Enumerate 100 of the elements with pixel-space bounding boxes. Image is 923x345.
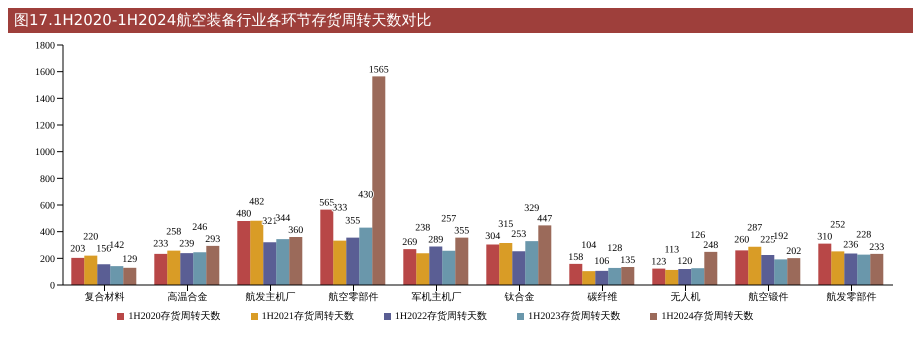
x-tick-label: 航空零部件	[328, 291, 378, 304]
data-label: 123	[651, 256, 666, 268]
legend-label: 1H2024存货周转天数	[661, 311, 754, 322]
data-label: 129	[122, 254, 138, 266]
bar	[499, 243, 512, 285]
data-label: 289	[428, 234, 444, 246]
bar	[276, 239, 290, 285]
data-label: 239	[179, 238, 194, 250]
y-tick-label: 1600	[35, 67, 55, 78]
data-label: 355	[454, 226, 470, 237]
bar	[512, 251, 526, 285]
bar	[678, 269, 692, 285]
data-label: 106	[594, 256, 610, 267]
data-label: 287	[747, 222, 762, 234]
bar	[442, 250, 456, 285]
bar	[652, 268, 666, 285]
bar	[818, 244, 832, 285]
data-label: 360	[288, 225, 304, 236]
bar	[787, 258, 800, 285]
data-label: 236	[843, 239, 858, 250]
bar	[84, 256, 98, 285]
data-label: 257	[441, 214, 456, 225]
y-tick-label: 0	[50, 280, 55, 292]
data-label: 203	[70, 244, 86, 255]
bar	[569, 264, 582, 285]
data-label: 269	[402, 237, 418, 248]
legend-label: 1H2022存货周转天数	[394, 311, 488, 322]
data-label: 233	[869, 242, 884, 253]
legend-label: 1H2021存货周转天数	[262, 311, 354, 322]
data-label: 158	[568, 252, 584, 263]
bar	[525, 241, 538, 285]
bar	[735, 250, 748, 285]
bar	[97, 264, 110, 285]
data-label: 329	[524, 203, 540, 214]
y-tick-label: 600	[40, 200, 55, 212]
data-label: 233	[153, 238, 168, 250]
bar	[761, 255, 774, 285]
y-tick-label: 800	[40, 174, 55, 185]
bar	[193, 252, 206, 285]
bar	[665, 270, 678, 285]
y-tick-label: 1400	[35, 94, 55, 105]
bar	[748, 246, 762, 285]
bar	[403, 249, 416, 285]
y-tick-label: 1800	[35, 40, 55, 52]
bar	[857, 254, 870, 285]
bar	[206, 246, 220, 285]
legend-label: 1H2023存货周转天数	[528, 311, 620, 322]
bar	[844, 254, 858, 285]
data-label: 260	[734, 234, 750, 246]
bar	[346, 238, 360, 285]
x-tick-label: 航空锻件	[748, 291, 788, 304]
bar	[372, 76, 386, 285]
data-label: 310	[817, 232, 832, 243]
data-label: 252	[830, 220, 846, 231]
data-label: 104	[581, 240, 596, 251]
bar	[71, 258, 84, 285]
bar	[774, 259, 788, 285]
y-tick-label: 1000	[35, 147, 55, 158]
bar	[621, 267, 634, 285]
data-label: 293	[205, 234, 220, 245]
x-tick-label: 钛合金	[504, 291, 534, 304]
data-label: 128	[607, 243, 622, 254]
data-label: 253	[511, 229, 526, 240]
data-label: 344	[275, 213, 290, 224]
bar	[263, 242, 276, 285]
data-label: 304	[485, 231, 500, 242]
bar	[831, 251, 844, 285]
data-label: 482	[249, 196, 264, 208]
bar	[180, 253, 194, 285]
y-tick-label: 400	[40, 227, 55, 238]
x-tick-label: 高温合金	[168, 291, 208, 304]
data-label: 333	[332, 202, 348, 214]
bar	[154, 254, 168, 285]
x-tick-label: 碳纤维	[586, 291, 618, 304]
bar	[110, 266, 124, 285]
bar	[455, 238, 468, 285]
bar	[359, 228, 372, 285]
bar	[429, 246, 442, 285]
data-label: 120	[677, 256, 692, 268]
x-tick-label: 军机主机厂	[412, 291, 462, 304]
x-tick-label: 航发零部件	[826, 291, 876, 304]
bar	[250, 220, 264, 285]
bar	[870, 254, 884, 285]
data-label: 228	[856, 230, 872, 241]
data-label: 447	[537, 213, 552, 224]
bar	[608, 268, 622, 285]
bar	[289, 237, 302, 285]
bar	[320, 210, 334, 285]
y-tick-label: 200	[40, 254, 55, 265]
bar	[237, 221, 250, 285]
data-label: 238	[415, 222, 430, 234]
data-label: 258	[166, 226, 182, 238]
chart-title: 图17.1H2020-1H2024航空装备行业各环节存货周转天数对比	[8, 8, 913, 33]
x-tick-label: 无人机	[670, 291, 700, 304]
x-tick-label: 航发主机厂	[246, 291, 296, 304]
data-label: 113	[664, 244, 680, 256]
bar	[704, 252, 718, 285]
bar	[486, 244, 500, 285]
bar	[167, 250, 180, 285]
data-label: 220	[83, 232, 98, 243]
